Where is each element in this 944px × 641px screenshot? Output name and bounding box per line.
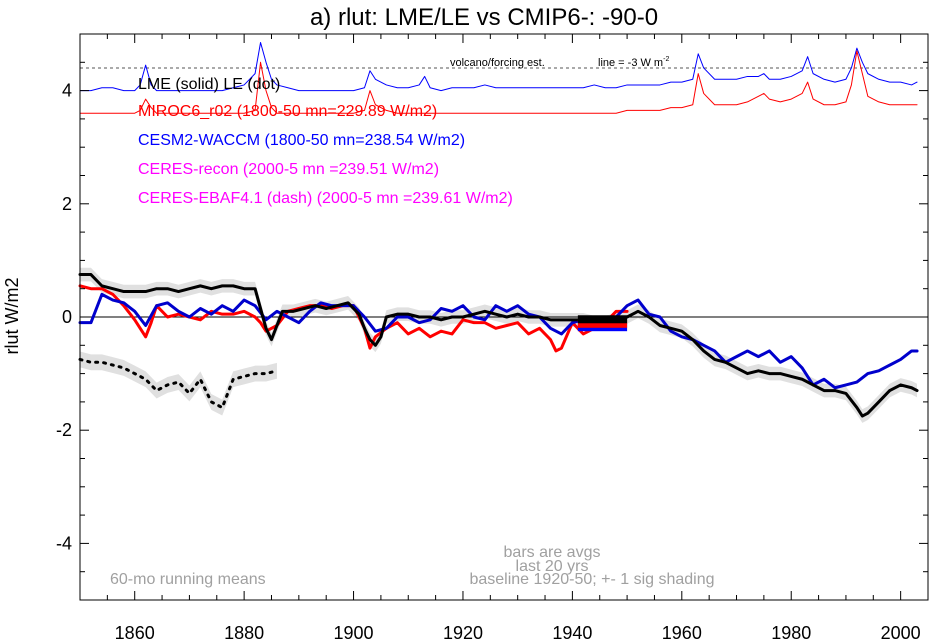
x-tick-label: 2000: [881, 623, 921, 641]
annotation-line-note: line = -3 W m-2: [598, 56, 669, 69]
x-tick-label: 1980: [771, 623, 811, 641]
lme-shading: [80, 267, 918, 423]
series-line-miroc6-volcano-forcing-est-: [79, 50, 918, 114]
annotation-last-20-yrs: last 20 yrs: [516, 558, 589, 575]
x-tick-label: 1860: [115, 623, 155, 641]
x-tick-label: 1880: [224, 623, 264, 641]
annotation-volcano: volcano/forcing est.: [450, 57, 545, 69]
uncertainty-shading: [80, 267, 918, 423]
x-tick-label: 1940: [552, 623, 592, 641]
x-tick-label: 1960: [662, 623, 702, 641]
series-line-le: [78, 357, 279, 410]
average-bars: [577, 315, 628, 332]
legend: LME (solid) LE (dot) MIROC6_r02 (1800-50…: [138, 76, 513, 207]
series-line-cesm2-waccm-volcano-forcing-est-: [79, 41, 918, 92]
y-tick-label: -4: [56, 533, 72, 553]
axes: 1860 1880 1900 1920 1940 1960 1980 2000 -4 -2 0 2 4: [56, 33, 929, 641]
chart-title: a) rlut: LME/LE vs CMIP6-: -90-0: [310, 4, 658, 31]
legend-entry: MIROC6_r02 (1800-50 mn=229.89 W/m2): [138, 103, 437, 120]
y-tick-label: 0: [62, 307, 72, 327]
x-tick-label: 1900: [334, 623, 374, 641]
bar-miroc6-r02-last-20-yrs: [577, 319, 628, 328]
x-tick-label: 1920: [443, 623, 483, 641]
series-line-lme: [78, 273, 919, 418]
y-tick-label: 4: [62, 81, 72, 101]
legend-entry: LME (solid) LE (dot): [138, 76, 280, 93]
annotation-bars-avgs: bars are avgs: [504, 544, 601, 561]
y-tick-label: -2: [56, 420, 72, 440]
annotation-baseline: baseline 1920-50; +- 1 sig shading: [469, 571, 714, 588]
bar-lme-last-20-yrs: [577, 315, 628, 324]
legend-entry: CERES-recon (2000-5 mn =239.51 W/m2): [138, 161, 439, 178]
y-tick-label: 2: [62, 194, 72, 214]
y-axis-label: rlut W/m2: [2, 277, 22, 354]
annotations: volcano/forcing est. line = -3 W m-2 bar…: [110, 56, 715, 588]
data-series: [78, 41, 919, 418]
annotation-running-means: 60-mo running means: [110, 571, 266, 588]
legend-entry: CESM2-WACCM (1800-50 mn=238.54 W/m2): [138, 132, 465, 149]
le-shading: [80, 351, 277, 416]
series-line-cesm2-waccm: [78, 292, 919, 390]
legend-entry: CERES-EBAF4.1 (dash) (2000-5 mn =239.61 …: [138, 190, 513, 207]
